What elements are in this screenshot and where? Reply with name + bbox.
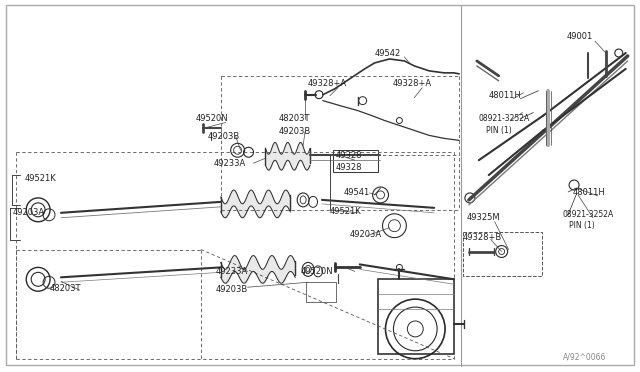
Text: 49233A: 49233A [214, 159, 246, 168]
Text: 49542: 49542 [374, 48, 401, 58]
Bar [333, 150, 378, 172]
Text: 49328+A: 49328+A [308, 79, 348, 88]
Text: 49203A: 49203A [350, 230, 382, 239]
Text: PIN (1): PIN (1) [486, 126, 511, 135]
Text: 49541: 49541 [344, 189, 370, 198]
Text: 49328+A: 49328+A [392, 79, 431, 88]
Text: 49203A: 49203A [12, 208, 44, 217]
Text: 49521K: 49521K [330, 207, 362, 216]
Text: 48011H: 48011H [489, 91, 522, 100]
Text: 49328: 49328 [336, 151, 362, 160]
Text: 49521K: 49521K [24, 174, 56, 183]
Text: 49328+B: 49328+B [463, 233, 502, 242]
Text: 08921-3252A: 08921-3252A [479, 114, 530, 123]
Text: 49325M: 49325M [467, 213, 500, 222]
Text: 49233A: 49233A [216, 267, 248, 276]
Text: 08921-3252A: 08921-3252A [562, 210, 613, 219]
Text: 48203T: 48203T [278, 114, 310, 123]
Text: 48011H: 48011H [573, 189, 606, 198]
Bar [306, 282, 336, 302]
Text: 49520N: 49520N [196, 114, 228, 123]
Bar [463, 232, 542, 276]
Text: 49520N: 49520N [300, 267, 333, 276]
Text: 49203B: 49203B [216, 285, 248, 294]
Text: PIN (1): PIN (1) [569, 221, 595, 230]
Text: 49001: 49001 [566, 32, 593, 41]
Text: 49328: 49328 [336, 163, 362, 171]
Text: 49203B: 49203B [278, 127, 310, 136]
Text: 49203B: 49203B [208, 132, 240, 141]
Text: A/92^0066: A/92^0066 [563, 352, 607, 361]
Bar [378, 279, 454, 354]
Text: 48203T: 48203T [50, 284, 81, 293]
